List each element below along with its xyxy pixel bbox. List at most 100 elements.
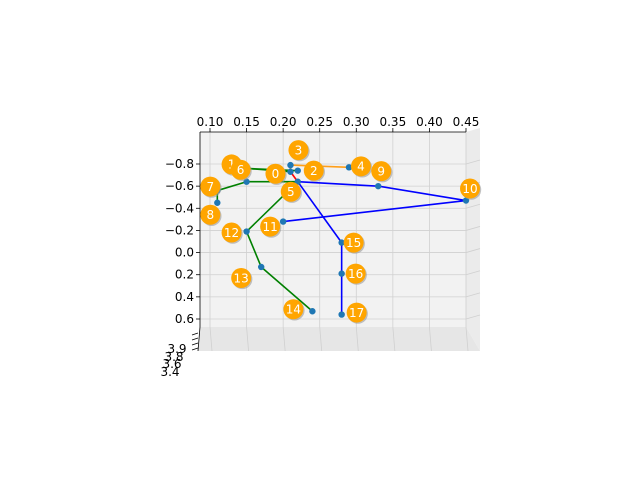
keypoint-badge: 17 xyxy=(346,302,368,324)
x-axis-ticks: 0.10 0.15 0.20 0.25 0.30 0.35 0.40 0.45 xyxy=(197,115,480,132)
badge-label: 14 xyxy=(286,303,301,317)
keypoint-badge: 16 xyxy=(345,263,367,285)
badge-circle xyxy=(460,178,480,199)
keypoint-marker xyxy=(309,308,316,315)
badge-label: 15 xyxy=(346,236,361,250)
badge-circle xyxy=(345,263,366,284)
keypoint-badge: 15 xyxy=(343,232,365,254)
y-tick-label: −0.4 xyxy=(165,201,194,215)
keypoint-marker xyxy=(287,168,294,175)
badge-label: 11 xyxy=(263,220,278,234)
side-grid-line xyxy=(465,314,481,320)
bone-line xyxy=(378,185,467,202)
z-tick-label: 3.9 xyxy=(167,342,186,356)
x-floor-grid-line xyxy=(246,326,249,352)
keypoint-marker xyxy=(214,199,221,206)
badge-label: 16 xyxy=(348,267,363,281)
keypoint-badge: 3 xyxy=(288,140,310,162)
x-floor-grid-line xyxy=(282,326,286,352)
keypoint-marker xyxy=(338,270,345,277)
badge-label: 4 xyxy=(357,160,365,174)
x-floor-grid-line xyxy=(429,326,432,352)
keypoint-marker xyxy=(375,182,382,190)
x-floor-grid-line xyxy=(319,326,323,352)
badge-circle xyxy=(265,163,286,184)
x-floor-grid-line xyxy=(355,326,359,352)
keypoint-badge: 5 xyxy=(280,181,302,203)
bone-line xyxy=(260,266,313,312)
keypoint-badge: 13 xyxy=(231,267,253,290)
keypoint-marker xyxy=(243,228,250,235)
z-tick-mark xyxy=(191,347,199,351)
badge-label: 13 xyxy=(234,271,249,285)
keypoint-marker xyxy=(345,164,353,171)
z-tick-label: 3.6 xyxy=(162,357,181,371)
badge-label: 12 xyxy=(224,226,239,240)
x-tick-label: 0.20 xyxy=(270,115,297,129)
y-axis-ticks: −0.8 −0.6 −0.4 −0.2 0.0 0.2 0.4 0.6 xyxy=(165,157,200,326)
keypoint-badge: 0 xyxy=(265,163,287,185)
keypoint-badge: 6 xyxy=(230,159,252,181)
x-tick-label: 0.15 xyxy=(233,115,260,129)
badge-label: 9 xyxy=(377,164,385,178)
badge-circle xyxy=(200,176,221,197)
badge-label: 2 xyxy=(310,164,318,178)
badge-circle xyxy=(200,204,221,225)
z-tick-label: 3.4 xyxy=(160,365,179,379)
z-tick-mark xyxy=(191,342,199,346)
bone-line xyxy=(217,180,247,192)
keypoint-badge: 14 xyxy=(283,299,305,321)
y-tick-label: 0.2 xyxy=(175,268,194,282)
x-tick-label: 0.35 xyxy=(379,115,406,129)
badge-circle xyxy=(231,267,252,288)
keypoint-badge: 9 xyxy=(371,161,393,183)
keypoint-marker xyxy=(287,161,294,169)
keypoint-marker xyxy=(258,263,265,271)
badge-circle xyxy=(280,181,301,202)
keypoint-badge: 8 xyxy=(200,204,222,226)
z-tick-mark xyxy=(191,337,199,341)
badge-circle xyxy=(346,302,367,323)
badge-label: 8 xyxy=(206,208,214,222)
x-tick-label: 0.30 xyxy=(343,115,370,129)
bone-line xyxy=(245,231,262,268)
x-tick-label: 0.25 xyxy=(306,115,333,129)
side-grid-line xyxy=(465,159,481,165)
x-floor-grid-line xyxy=(465,326,469,352)
badge-label: 0 xyxy=(272,167,280,181)
y-tick-label: −0.8 xyxy=(165,157,194,171)
x-floor-grid-line xyxy=(209,326,213,352)
badge-circle xyxy=(303,160,324,181)
z-axis-ticks: 3.43.63.83.9 xyxy=(160,332,199,379)
side-grid-line xyxy=(465,226,481,231)
badge-label: 6 xyxy=(237,163,245,177)
keypoint-marker xyxy=(294,167,301,174)
badge-label: 7 xyxy=(206,180,214,194)
bone-line xyxy=(297,180,379,187)
keypoint-marker xyxy=(338,311,345,318)
badge-circle xyxy=(288,140,309,161)
floor-pane xyxy=(198,327,480,351)
z-tick-label: 3.8 xyxy=(164,350,183,364)
z-tick-mark xyxy=(191,332,199,336)
badge-circle xyxy=(260,216,281,237)
keypoint-badge: 4 xyxy=(350,156,373,178)
badge-circle xyxy=(283,299,304,320)
x-tick-label: 0.45 xyxy=(453,115,480,129)
x-floor-grid-line xyxy=(392,326,396,352)
x-tick-label: 0.10 xyxy=(197,115,224,129)
badge-circle xyxy=(371,161,392,182)
y-tick-label: −0.2 xyxy=(165,223,194,237)
side-grid-line xyxy=(465,270,481,276)
keypoint-marker xyxy=(279,218,287,225)
bone-line xyxy=(297,181,343,244)
bone-line xyxy=(283,199,467,223)
side-grid-line xyxy=(465,203,481,209)
keypoint-marker xyxy=(338,239,345,246)
side-pane xyxy=(466,128,480,351)
depth-axis-line xyxy=(197,326,201,352)
badge-label: 3 xyxy=(295,143,303,157)
badge-circle xyxy=(343,232,364,253)
